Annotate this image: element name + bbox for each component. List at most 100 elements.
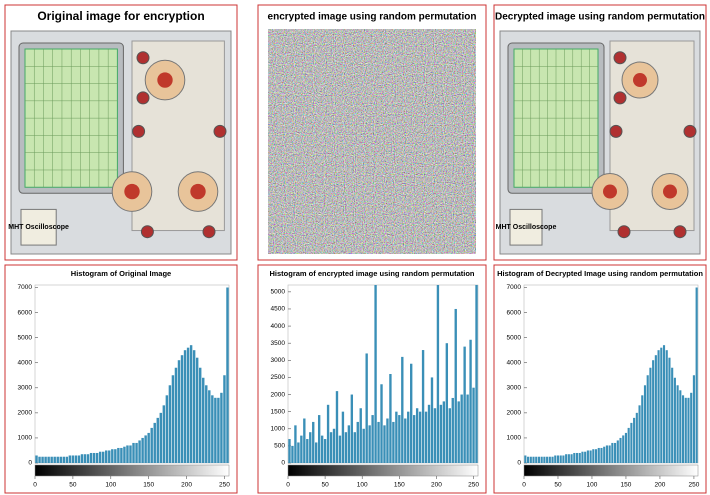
y-tick-label: 3000: [507, 385, 522, 392]
histogram-bar: [380, 384, 382, 463]
histogram-bar: [617, 440, 619, 463]
histogram-bar: [660, 348, 662, 463]
histogram-bar: [336, 391, 338, 463]
chart-title: Histogram of Original Image: [71, 269, 171, 278]
histogram-bar: [66, 457, 68, 463]
histogram-bar: [696, 288, 698, 463]
page: Original image for encryptionMHT Oscillo…: [0, 0, 710, 495]
histogram-bar: [184, 350, 186, 463]
y-tick-label: 1000: [271, 425, 286, 432]
histogram-bar: [190, 345, 192, 463]
histogram-bar: [150, 428, 152, 463]
histogram-bar: [114, 449, 116, 463]
histogram-bar: [374, 285, 376, 463]
x-tick-label: 250: [688, 482, 699, 489]
histogram-bar: [619, 438, 621, 463]
x-tick-label: 150: [143, 482, 154, 489]
histogram-bar: [217, 398, 219, 463]
histogram-bar: [327, 405, 329, 463]
histogram-bar: [339, 436, 341, 463]
histogram-bar: [141, 438, 143, 463]
x-tick-label: 200: [655, 482, 666, 489]
histogram-bar: [475, 285, 477, 463]
histogram-bar: [333, 429, 335, 463]
histogram-bar: [123, 447, 125, 463]
histogram-bar: [57, 457, 59, 463]
histogram-bar: [120, 448, 122, 463]
y-tick-label: 1500: [271, 408, 286, 415]
histogram-bar: [102, 452, 104, 463]
y-tick-label: 4000: [18, 359, 33, 366]
histogram-bar: [571, 454, 573, 463]
histogram-bar: [592, 449, 594, 463]
x-tick-label: 100: [357, 482, 368, 489]
histogram-bar: [205, 385, 207, 463]
histogram-bar: [44, 457, 46, 463]
button: [674, 226, 686, 238]
histogram-bar: [398, 415, 400, 463]
y-tick-label: 6000: [18, 309, 33, 316]
histogram-bar: [641, 395, 643, 463]
histogram-bar: [357, 422, 359, 463]
histogram-bar: [560, 455, 562, 463]
histogram-bar: [226, 288, 228, 463]
histogram-bar: [345, 432, 347, 463]
x-tick-label: 50: [554, 482, 562, 489]
x-tick-label: 150: [394, 482, 405, 489]
histogram-bar: [300, 436, 302, 463]
histogram-bar: [595, 449, 597, 463]
histogram-bar: [178, 360, 180, 463]
histogram-bar: [211, 395, 213, 463]
histogram-bar: [568, 454, 570, 463]
encrypted-image: [268, 29, 476, 254]
x-tick-label: 200: [181, 482, 192, 489]
x-tick-label: 50: [69, 482, 77, 489]
y-tick-label: 2000: [507, 410, 522, 417]
histogram-bar: [401, 357, 403, 463]
dial-center: [190, 184, 205, 199]
histogram-bar: [630, 423, 632, 463]
histogram-bar: [532, 457, 534, 463]
figure: Original image for encryptionMHT Oscillo…: [0, 0, 710, 495]
histogram-bar: [41, 457, 43, 463]
scope-label: MHT Oscilloscope: [8, 224, 69, 231]
x-tick-label: 200: [431, 482, 442, 489]
colorbar: [35, 465, 229, 476]
histogram-bar: [175, 368, 177, 463]
histogram-bar: [469, 340, 471, 463]
histogram-bar: [603, 447, 605, 463]
histogram-bar: [135, 443, 137, 463]
button: [137, 92, 149, 104]
histogram-bar: [636, 413, 638, 463]
histogram-bar: [117, 448, 119, 463]
histogram-bar: [404, 419, 406, 464]
button: [684, 125, 696, 137]
histogram-bar: [47, 457, 49, 463]
histogram-bar: [60, 457, 62, 463]
histogram-bar: [169, 385, 171, 463]
histogram-bar: [530, 457, 532, 463]
histogram-bar: [434, 408, 436, 463]
histogram-bar: [371, 415, 373, 463]
histogram-bar: [193, 350, 195, 463]
y-tick-label: 500: [274, 443, 285, 450]
histogram-bar: [294, 425, 296, 463]
histogram-bar: [652, 360, 654, 463]
histogram-bar: [431, 377, 433, 463]
histogram-bar: [543, 457, 545, 463]
histogram-bar: [324, 439, 326, 463]
histogram-bar: [668, 358, 670, 463]
button: [618, 226, 630, 238]
y-tick-label: 3500: [271, 340, 286, 347]
histogram-bar: [363, 429, 365, 463]
histogram-bar: [144, 435, 146, 463]
histogram-bar: [587, 450, 589, 463]
y-tick-label: 0: [28, 460, 32, 467]
button: [614, 52, 626, 64]
colorbar: [288, 465, 478, 476]
histogram-bar: [611, 443, 613, 463]
colorbar: [524, 465, 698, 476]
y-tick-label: 5000: [271, 289, 286, 296]
histogram-bar: [196, 358, 198, 463]
button: [137, 52, 149, 64]
